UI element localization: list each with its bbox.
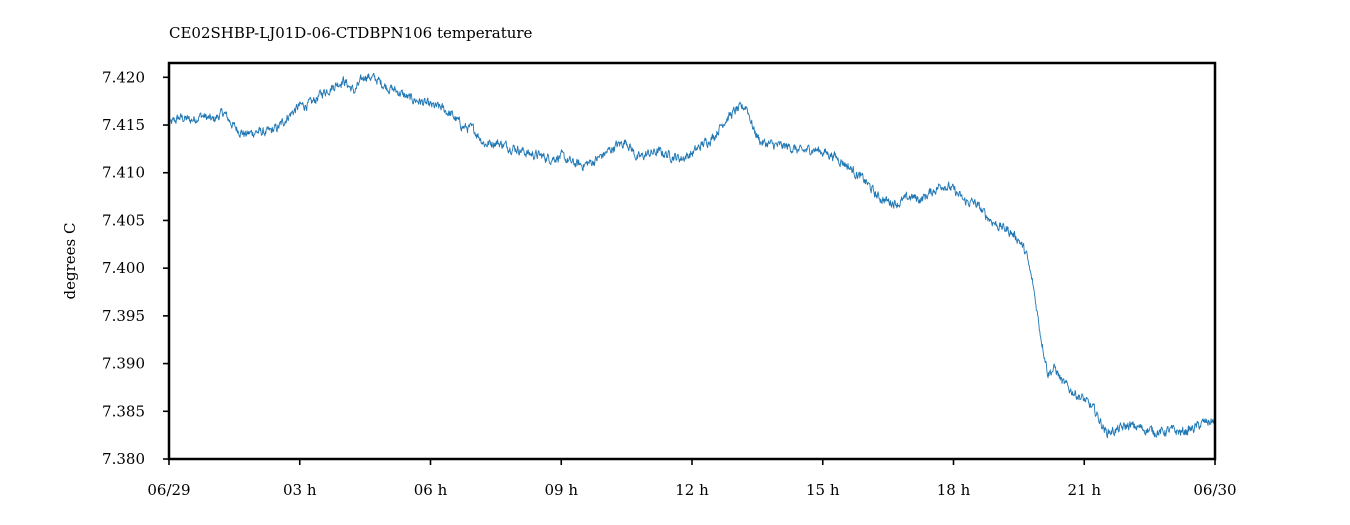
y-tick-label: 7.395: [102, 307, 145, 325]
x-tick-label: 12 h: [675, 481, 709, 499]
y-tick-label: 7.405: [102, 211, 145, 229]
y-tick-label: 7.390: [102, 355, 145, 373]
x-tick-label: 06 h: [414, 481, 448, 499]
y-tick-label: 7.415: [102, 116, 145, 134]
y-tick-label: 7.420: [102, 68, 145, 86]
temperature-series-line: [168, 72, 1216, 439]
x-tick-label: 03 h: [283, 481, 317, 499]
x-tick-label: 06/30: [1193, 481, 1236, 499]
x-tick-label: 06/29: [147, 481, 190, 499]
y-tick-label: 7.410: [102, 164, 145, 182]
plot-frame: [167, 61, 1217, 461]
y-tick-label: 7.400: [102, 259, 145, 277]
plot-area: 7.380 7.385 7.390 7.395 7.400 7.405 7.410 7.415…: [102, 61, 1237, 499]
chart-title: CE02SHBP-LJ01D-06-CTDBPN106 temperature: [169, 24, 533, 42]
y-axis-label: degrees C: [61, 223, 79, 300]
y-tick-label: 7.380: [102, 450, 145, 468]
x-tick-label: 18 h: [937, 481, 971, 499]
x-tick-label: 15 h: [806, 481, 840, 499]
y-tick-label: 7.385: [102, 402, 145, 420]
x-tick-label: 09 h: [544, 481, 578, 499]
x-tick-label: 21 h: [1067, 481, 1101, 499]
